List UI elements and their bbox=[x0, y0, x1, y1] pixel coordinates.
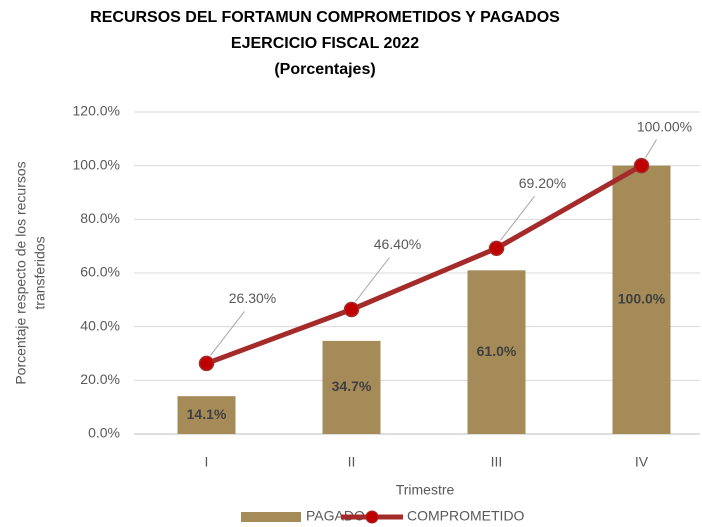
bar bbox=[322, 340, 381, 434]
x-tick-label: III bbox=[491, 454, 503, 470]
legend-swatch bbox=[365, 510, 379, 524]
legend-swatch bbox=[241, 512, 301, 522]
legend-label: PAGADO bbox=[306, 508, 365, 524]
x-tick-label: IV bbox=[635, 454, 649, 470]
leader-line bbox=[210, 311, 245, 356]
line-value-label: 46.40% bbox=[374, 236, 421, 252]
leader-line bbox=[500, 196, 535, 241]
x-tick-label: I bbox=[205, 454, 209, 470]
y-tick-label: 100.0% bbox=[73, 156, 120, 172]
leader-line bbox=[645, 139, 657, 158]
chart-title: RECURSOS DEL FORTAMUN COMPROMETIDOS Y PA… bbox=[90, 9, 560, 26]
legend-label: COMPROMETIDO bbox=[407, 508, 525, 524]
line-value-label: 26.30% bbox=[229, 290, 276, 306]
y-tick-label: 20.0% bbox=[80, 371, 120, 387]
bar bbox=[612, 165, 671, 434]
x-tick-label: II bbox=[348, 454, 356, 470]
chart-title: EJERCICIO FISCAL 2022 bbox=[231, 35, 419, 52]
bar bbox=[177, 396, 236, 434]
line-marker bbox=[488, 240, 505, 257]
y-axis-label: Porcentaje respecto de los recursos bbox=[13, 161, 29, 384]
bar-value-label: 61.0% bbox=[477, 343, 517, 359]
bar-value-label: 100.0% bbox=[618, 291, 666, 307]
bar-value-label: 14.1% bbox=[187, 406, 227, 422]
y-tick-label: 80.0% bbox=[80, 210, 120, 226]
y-tick-label: 40.0% bbox=[80, 317, 120, 333]
line-marker bbox=[198, 355, 215, 372]
line-value-label: 69.20% bbox=[519, 175, 566, 191]
leader-line bbox=[355, 257, 390, 302]
bar bbox=[467, 270, 526, 434]
line bbox=[205, 163, 643, 366]
chart-subtitle: (Porcentajes) bbox=[274, 61, 375, 78]
y-axis-label: transferidos bbox=[32, 236, 48, 309]
line-value-label: 100.00% bbox=[637, 118, 692, 134]
y-tick-label: 60.0% bbox=[80, 264, 120, 280]
y-tick-label: 0.0% bbox=[88, 425, 120, 441]
line-marker bbox=[343, 301, 360, 318]
line-marker bbox=[633, 157, 650, 174]
x-axis-label: Trimestre bbox=[396, 482, 455, 498]
bar-value-label: 34.7% bbox=[332, 378, 372, 394]
y-tick-label: 120.0% bbox=[73, 103, 120, 119]
